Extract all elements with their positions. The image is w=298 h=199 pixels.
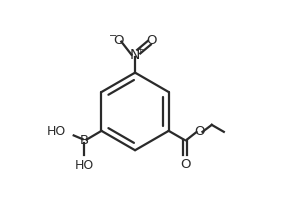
- Text: O: O: [180, 158, 190, 171]
- Text: N: N: [130, 48, 140, 62]
- Text: −: −: [109, 31, 117, 41]
- Text: O: O: [147, 34, 157, 47]
- Text: HO: HO: [46, 125, 66, 138]
- Text: O: O: [113, 34, 124, 47]
- Text: +: +: [136, 45, 143, 54]
- Text: B: B: [80, 134, 89, 147]
- Text: HO: HO: [74, 159, 94, 172]
- Text: O: O: [195, 125, 205, 138]
